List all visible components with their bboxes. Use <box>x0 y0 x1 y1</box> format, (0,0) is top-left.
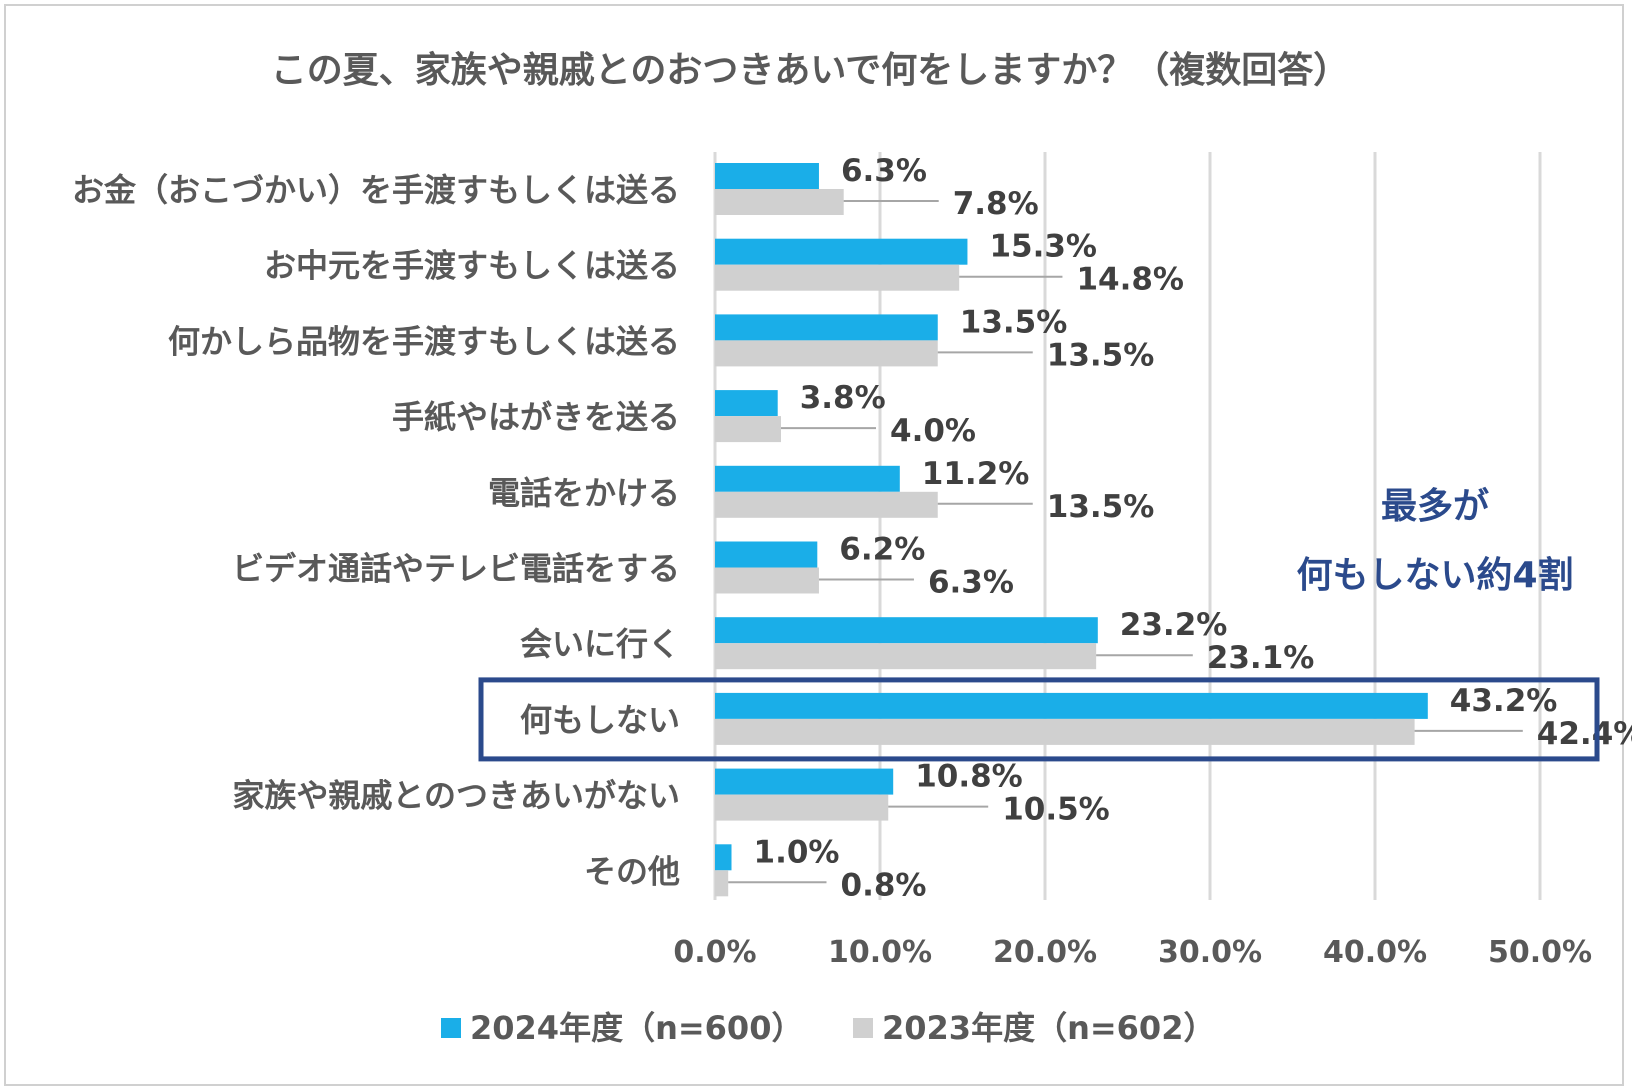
bar-2024 <box>715 692 1428 719</box>
data-label-2024: 23.2% <box>1120 607 1228 643</box>
bar-2024 <box>715 617 1098 644</box>
data-label-2024: 11.2% <box>922 456 1030 492</box>
category-label: その他 <box>584 852 680 890</box>
data-label-2024: 6.3% <box>841 153 927 189</box>
x-tick-label: 10.0% <box>828 935 932 970</box>
bar-2023 <box>715 794 889 821</box>
bar-2023 <box>715 491 938 518</box>
bars <box>715 163 1428 897</box>
category-label: 家族や親戚とのつきあいがない <box>232 777 680 815</box>
bar-2024 <box>715 163 819 189</box>
bar-2023 <box>715 718 1415 745</box>
bar-2024 <box>715 465 900 492</box>
data-label-2024: 3.8% <box>800 380 886 416</box>
data-label-2024: 13.5% <box>960 304 1068 340</box>
bar-2023 <box>715 416 781 443</box>
chart-title: この夏、家族や親戚とのおつきあいで何をしますか？（複数回答） <box>271 50 1350 91</box>
data-label-2024: 1.0% <box>754 834 840 870</box>
bar-2023 <box>715 643 1097 670</box>
data-label-2023: 6.3% <box>928 565 1014 601</box>
x-tick-label: 30.0% <box>1158 935 1262 970</box>
bar-2024 <box>715 541 818 568</box>
category-label: ビデオ通話やテレビ電話をする <box>232 550 680 588</box>
legend-label-2024: 2024年度（n=600） <box>470 1009 803 1047</box>
x-tick-label: 20.0% <box>993 935 1097 970</box>
data-labels: 6.3%7.8%15.3%14.8%13.5%13.5%3.8%4.0%11.2… <box>754 153 1632 903</box>
category-label: 電話をかける <box>488 474 680 512</box>
bar-2023 <box>715 567 819 594</box>
data-label-2023: 0.8% <box>841 867 927 903</box>
legend: 2024年度（n=600） 2023年度（n=602） <box>441 1009 1215 1047</box>
data-label-2024: 15.3% <box>989 229 1097 265</box>
highlight-box <box>478 677 1600 762</box>
category-label: お金（おこづかい）を手渡すもしくは送る <box>72 171 680 209</box>
bar-2024 <box>715 238 968 265</box>
data-label-2023: 10.5% <box>1002 792 1110 828</box>
bar-2024 <box>715 314 938 341</box>
category-label: 何もしない <box>520 701 680 739</box>
x-tick-label: 0.0% <box>673 935 756 970</box>
legend-swatch-2024 <box>441 1018 461 1038</box>
data-label-2024: 10.8% <box>915 759 1023 795</box>
category-label: 手紙やはがきを送る <box>392 398 680 436</box>
data-label-2023: 23.1% <box>1207 640 1315 676</box>
category-label: 何かしら品物を手渡すもしくは送る <box>168 322 680 360</box>
x-tick-labels: 0.0% 10.0% 20.0% 30.0% 40.0% 50.0% <box>673 935 1592 970</box>
data-label-2023: 4.0% <box>890 413 976 449</box>
bar-2024 <box>715 844 732 871</box>
data-label-2023: 7.8% <box>953 186 1039 222</box>
data-label-2024: 6.2% <box>839 532 925 568</box>
data-label-2023: 42.4% <box>1537 716 1632 752</box>
x-tick-label: 50.0% <box>1488 935 1592 970</box>
category-label: お中元を手渡すもしくは送る <box>264 247 680 285</box>
bar-2023 <box>715 189 844 215</box>
data-label-2023: 13.5% <box>1047 337 1155 373</box>
bar-2024 <box>715 390 778 417</box>
data-label-2023: 14.8% <box>1076 262 1184 298</box>
bar-2024 <box>715 768 894 795</box>
category-labels: お金（おこづかい）を手渡すもしくは送るお中元を手渡すもしくは送る何かしら品物を手… <box>72 171 680 890</box>
legend-label-2023: 2023年度（n=602） <box>882 1009 1215 1047</box>
category-label: 会いに行く <box>520 625 680 663</box>
bar-2023 <box>715 870 729 897</box>
x-tick-label: 40.0% <box>1323 935 1427 970</box>
bar-2023 <box>715 264 960 291</box>
leader-lines <box>728 200 1523 884</box>
bar-2023 <box>715 340 938 367</box>
data-label-2023: 13.5% <box>1047 489 1155 525</box>
annotation-line-2: 何もしない約4割 <box>1296 555 1573 596</box>
legend-swatch-2023 <box>853 1018 873 1038</box>
data-label-2024: 43.2% <box>1450 683 1558 719</box>
annotation-line-1: 最多が <box>1381 486 1489 527</box>
